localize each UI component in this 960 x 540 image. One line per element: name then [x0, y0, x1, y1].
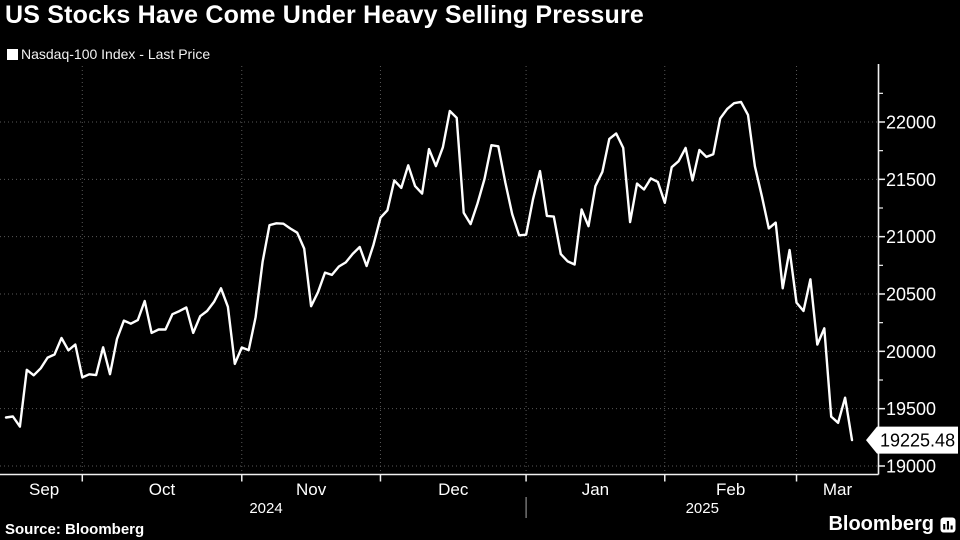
y-axis-tick-label: 19000 [886, 457, 936, 477]
y-axis-tick-label: 20500 [886, 285, 936, 305]
x-axis-month-label: Dec [438, 480, 469, 499]
x-axis-month-label: Nov [296, 480, 327, 499]
x-axis-month-label: Oct [149, 480, 176, 499]
y-axis-tick-label: 20000 [886, 342, 936, 362]
source-credit: Source: Bloomberg [5, 521, 145, 538]
x-axis-month-label: Jan [582, 480, 609, 499]
x-axis-month-label: Mar [823, 480, 853, 499]
legend-swatch-icon [7, 48, 18, 60]
x-axis-year-label: 2025 [686, 500, 719, 517]
y-axis-tick-label: 19500 [886, 399, 936, 419]
y-axis-tick-label: 21500 [886, 170, 936, 190]
y-axis-tick-label: 21000 [886, 227, 936, 247]
bloomberg-logo-text: Bloomberg [828, 513, 934, 535]
y-axis-tick-label: 22000 [886, 113, 936, 133]
chart-title: US Stocks Have Come Under Heavy Selling … [5, 1, 645, 29]
price-line-series [4, 100, 854, 442]
bar-chart-icon [940, 517, 956, 532]
bloomberg-logo: Bloomberg [828, 513, 956, 536]
x-axis-month-label: Sep [29, 480, 59, 499]
legend-label: Nasdaq-100 Index - Last Price [21, 46, 211, 62]
x-axis-year-label: 2024 [249, 500, 282, 517]
last-price-label: 19225.48 [880, 431, 955, 451]
last-price-tag [866, 426, 958, 454]
chart-legend: Nasdaq-100 Index - Last Price [7, 46, 210, 62]
x-axis-month-label: Feb [716, 480, 745, 499]
